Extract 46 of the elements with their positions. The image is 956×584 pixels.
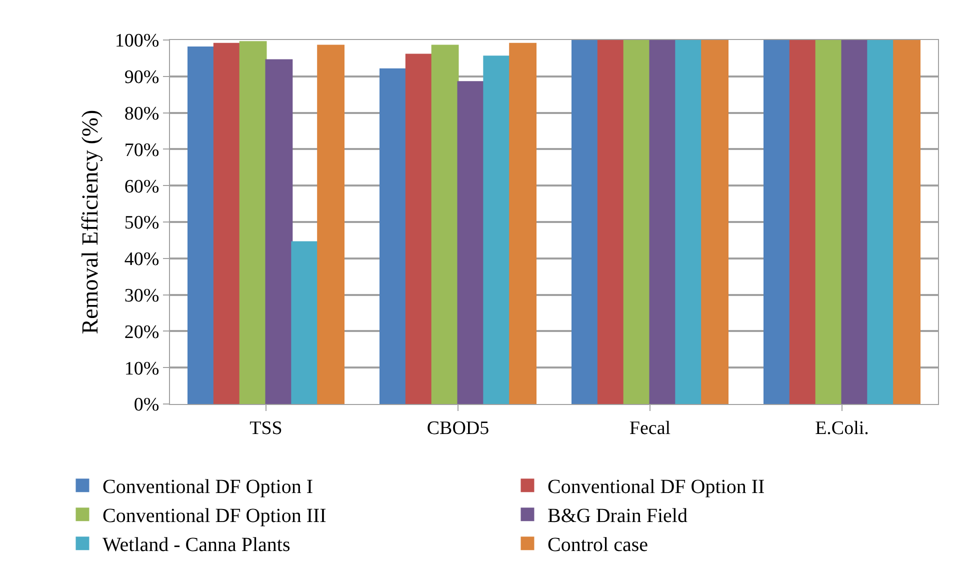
bar xyxy=(841,40,869,404)
legend-label: Wetland - Canna Plants xyxy=(102,534,290,556)
bar xyxy=(405,54,433,404)
bar xyxy=(701,40,729,404)
y-tick-label: 30% xyxy=(124,285,160,306)
bar xyxy=(483,56,511,404)
y-tick-label: 100% xyxy=(114,30,160,52)
legend-label: B&G Drain Field xyxy=(547,505,688,528)
y-tick-label: 60% xyxy=(124,176,160,198)
y-tick-label: 80% xyxy=(124,103,160,124)
y-tick-label: 50% xyxy=(124,212,160,234)
bar xyxy=(571,40,599,404)
legend-label: Conventional DF Option I xyxy=(102,476,314,498)
bar xyxy=(457,81,485,404)
bar xyxy=(239,41,267,404)
bar xyxy=(649,40,677,404)
legend-label: Control case xyxy=(547,534,648,556)
bar xyxy=(597,40,625,404)
y-tick-label: 20% xyxy=(124,322,160,343)
bar xyxy=(509,42,537,404)
y-tick-label: 70% xyxy=(124,140,160,161)
x-tick-label: CBOD5 xyxy=(426,418,490,439)
x-tick-label: TSS xyxy=(250,418,282,439)
bar xyxy=(265,59,293,404)
x-tick-label: E.Coli. xyxy=(815,418,869,439)
y-tick-label: 40% xyxy=(124,249,160,270)
bar xyxy=(789,40,817,404)
bar xyxy=(867,40,895,404)
y-axis-title: Removal Efficiency (%) xyxy=(77,110,102,334)
y-tick-label: 0% xyxy=(134,394,160,416)
bar xyxy=(187,46,215,404)
x-tick-label: Fecal xyxy=(629,418,671,439)
bar xyxy=(623,40,651,404)
bar xyxy=(291,241,319,404)
bar xyxy=(317,44,345,404)
y-tick-label: 90% xyxy=(124,67,160,88)
bar xyxy=(213,42,241,404)
bar xyxy=(379,68,407,404)
legend-label: Conventional DF Option III xyxy=(102,505,326,528)
bar xyxy=(431,44,459,404)
legend-label: Conventional DF Option II xyxy=(547,476,765,498)
bar xyxy=(893,40,921,404)
bar xyxy=(763,40,791,404)
y-tick-label: 10% xyxy=(124,358,160,380)
bar xyxy=(675,40,703,404)
bar xyxy=(815,40,843,404)
